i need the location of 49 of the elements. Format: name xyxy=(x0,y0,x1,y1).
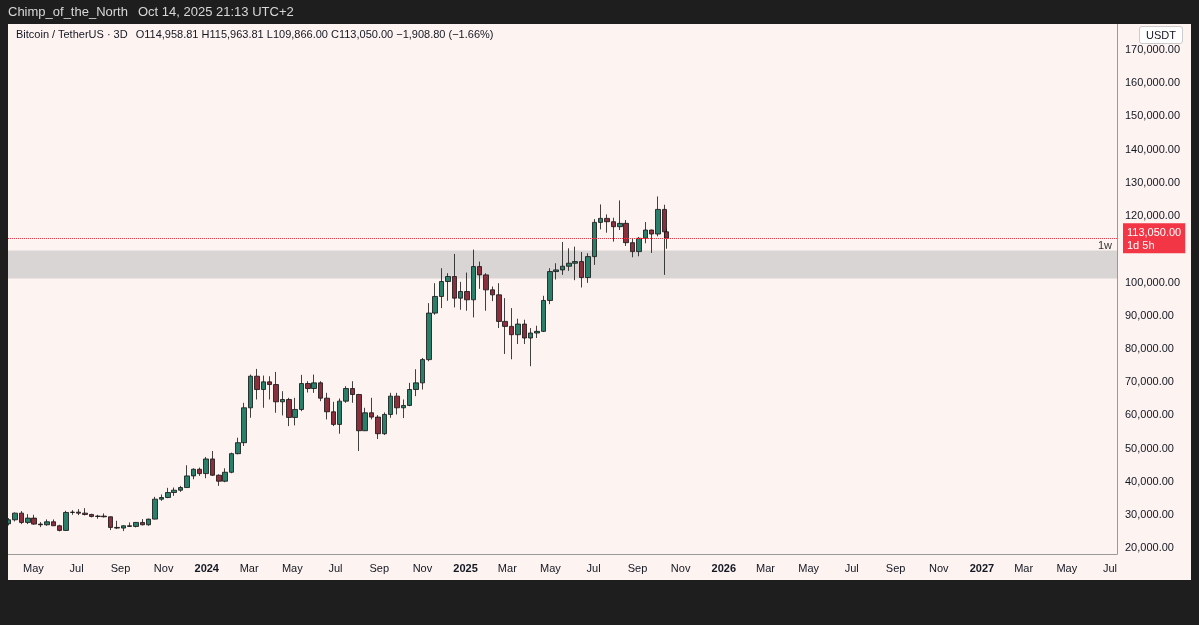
ref-line-label: 113,050.00 xyxy=(1127,225,1182,238)
y-tick-label: 80,000.00 xyxy=(1125,341,1174,354)
y-tick-label: 70,000.00 xyxy=(1125,375,1174,388)
x-tick-label: May xyxy=(1056,561,1078,574)
x-tick-label: 2024 xyxy=(194,561,220,574)
text: Chimp_of_the_North xyxy=(8,4,128,19)
y-tick-label: 130,000.00 xyxy=(1125,175,1181,188)
x-tick-label: May xyxy=(540,561,562,574)
x-tick-label: May xyxy=(281,561,304,574)
x-tick-label: Jul xyxy=(328,561,343,574)
y-tick-label: 60,000.00 xyxy=(1125,408,1174,421)
y-tick-label: 30,000.00 xyxy=(1125,508,1174,521)
x-tick-label: Mar xyxy=(239,561,259,574)
x-tick-label: Jul xyxy=(1102,561,1117,574)
y-tick-label: 40,000.00 xyxy=(1125,474,1174,487)
x-tick-label: Sep xyxy=(110,561,131,574)
x-tick-label: 2027 xyxy=(969,561,995,574)
y-tick-label: 50,000.00 xyxy=(1125,441,1174,454)
y-tick-label: 160,000.00 xyxy=(1125,76,1181,89)
x-tick-label: Mar xyxy=(756,561,776,574)
text: 1d 5h xyxy=(1127,238,1155,251)
x-tick-label: Nov xyxy=(153,561,174,574)
annotation: O114,958.81 H115,963.81 L109,866.00 C113,050.00 −1,908.80 (−1.66%) xyxy=(135,28,494,40)
y-tick-label: 150,000.00 xyxy=(1125,109,1181,122)
x-tick-label: 2026 xyxy=(711,561,736,574)
x-tick-label: Jul xyxy=(69,561,84,574)
x-tick-label: Nov xyxy=(928,561,950,574)
x-tick-label: Sep xyxy=(627,561,648,574)
x-tick-label: Jul xyxy=(844,561,859,574)
x-tick-label: Sep xyxy=(885,561,906,574)
y-tick-label: 170,000.00 xyxy=(1125,42,1181,55)
y-tick-label: 90,000.00 xyxy=(1125,308,1174,321)
x-tick-label: Sep xyxy=(369,561,390,574)
x-tick-label: May xyxy=(23,561,45,574)
chart-title: Bitcoin / TetherUS · 3D xyxy=(16,28,128,40)
x-tick-label: Mar xyxy=(497,561,518,574)
y-tick-label: 100,000.00 xyxy=(1125,275,1181,288)
x-tick-label: Jul xyxy=(586,561,601,574)
text: Oct 14, 2025 21:13 UTC+2 xyxy=(137,4,294,19)
y-tick-label: 20,000.00 xyxy=(1125,541,1174,554)
x-tick-label: Nov xyxy=(412,561,433,574)
x-tick-label: May xyxy=(798,561,820,574)
y-tick-label: 120,000.00 xyxy=(1125,209,1181,222)
x-tick-label: Mar xyxy=(1014,561,1034,574)
x-tick-label: Nov xyxy=(670,561,691,574)
band-label: 1w xyxy=(1097,239,1113,252)
y-tick-label: 140,000.00 xyxy=(1125,142,1181,155)
y-axis-title: USDT xyxy=(1139,26,1183,44)
x-tick-label: 2025 xyxy=(453,561,478,574)
